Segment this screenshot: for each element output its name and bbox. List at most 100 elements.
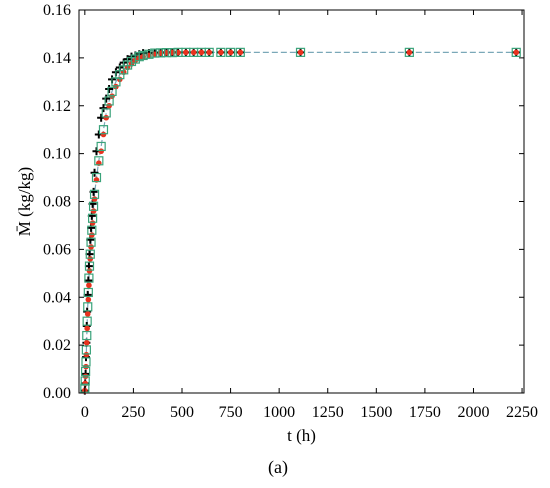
data-point-square <box>150 48 160 58</box>
data-point-dot <box>106 102 112 109</box>
data-point-dot <box>83 339 90 346</box>
y-tick-label: 0.12 <box>43 98 71 115</box>
data-point-plus <box>102 94 111 103</box>
y-tick-label: 0.04 <box>43 289 71 306</box>
data-point-plus <box>90 168 99 177</box>
series-square <box>80 47 521 393</box>
data-point-dot <box>91 196 98 202</box>
data-point-square <box>156 48 166 58</box>
y-tick-label: 0.16 <box>43 2 71 19</box>
data-point-square <box>81 366 91 377</box>
data-point-plus <box>99 104 108 113</box>
data-point-dot <box>113 83 119 90</box>
data-point-square <box>107 86 117 96</box>
x-tick-label: 500 <box>170 404 194 421</box>
x-tick-label: 1250 <box>312 404 344 421</box>
y-tick-label: 0.10 <box>43 146 71 163</box>
data-point-dot <box>100 131 107 138</box>
data-point-square <box>81 357 91 367</box>
data-point-dot <box>86 268 93 274</box>
data-point-square <box>87 225 97 235</box>
data-point-square <box>94 156 104 166</box>
data-point-square <box>81 345 91 355</box>
x-tick-label: 250 <box>121 404 145 421</box>
data-point-square <box>89 189 100 199</box>
data-point-square <box>138 50 148 61</box>
data-point-square <box>83 302 93 312</box>
data-point-square <box>235 47 245 57</box>
data-point-square <box>80 376 90 386</box>
data-point-dot <box>198 49 205 56</box>
x-tick-label: 1000 <box>263 404 295 421</box>
data-point-square <box>96 141 106 152</box>
data-point-dot <box>86 282 92 289</box>
fit-curve <box>84 51 517 389</box>
data-point-dot <box>406 49 413 56</box>
data-point-square <box>161 48 172 58</box>
data-point-dot <box>90 208 97 214</box>
y-tick-label: 0.14 <box>43 50 71 67</box>
data-point-square <box>144 49 154 59</box>
data-point-square <box>204 47 214 57</box>
data-point-square <box>225 47 236 57</box>
data-point-square <box>216 47 226 57</box>
data-point-square <box>511 47 521 57</box>
data-point-square <box>404 47 414 57</box>
data-point-dot <box>183 49 189 56</box>
data-point-dot <box>206 49 212 56</box>
data-point-dot <box>83 363 89 370</box>
x-tick-label: 2000 <box>457 404 489 421</box>
x-tick-label: 1750 <box>409 404 441 421</box>
data-point-dot <box>218 49 224 56</box>
series-plus <box>80 48 521 395</box>
data-point-dot <box>85 296 92 303</box>
y-tick-label: 0.06 <box>43 241 71 258</box>
y-tick-label: 0.00 <box>43 385 71 402</box>
data-point-square <box>82 316 92 326</box>
y-tick-label: 0.08 <box>43 194 71 211</box>
data-point-square <box>295 47 306 57</box>
x-tick-label: 750 <box>219 404 243 421</box>
x-tick-label: 2250 <box>506 404 538 421</box>
data-point-dot <box>227 49 234 56</box>
data-point-dot <box>89 232 95 238</box>
data-point-square <box>88 201 99 211</box>
data-point-square <box>82 330 92 341</box>
axis-ticks-layer: 0 250 500 750 1000 1250 1500 1750 2000 2250 0.00 0.… <box>43 2 538 421</box>
data-point-dot <box>297 49 304 56</box>
y-tick-label: 0.02 <box>43 337 71 354</box>
data-marks-layer <box>80 47 521 395</box>
fit-curve-layer <box>84 51 517 389</box>
x-tick-label: 1500 <box>360 404 392 421</box>
data-point-square <box>86 237 96 247</box>
data-point-square <box>91 172 102 183</box>
x-axis-title: t (h) <box>287 426 316 445</box>
x-tick-label: 0 <box>81 404 89 421</box>
data-point-dot <box>103 114 110 121</box>
data-point-dot <box>82 373 89 380</box>
data-point-square <box>84 273 94 283</box>
data-point-square <box>167 48 177 58</box>
data-point-dot <box>87 256 94 262</box>
series-dot <box>82 49 520 394</box>
data-point-square <box>104 96 114 106</box>
plot-frame <box>78 9 525 394</box>
data-point-dot <box>190 49 197 56</box>
data-point-dot <box>109 93 115 99</box>
data-point-dot <box>84 325 90 332</box>
data-point-plus <box>105 84 114 93</box>
y-axis-title: M̄ (kg/kg) <box>15 167 34 236</box>
data-point-square <box>83 287 93 298</box>
data-point-dot <box>83 351 90 358</box>
data-point-dot <box>88 244 94 250</box>
data-point-dot <box>237 49 244 56</box>
data-point-dot <box>84 311 91 317</box>
data-point-dot <box>513 49 520 56</box>
data-point-square <box>98 125 109 135</box>
data-point-square <box>84 261 95 271</box>
data-point-square <box>88 213 98 223</box>
figure-caption: (a) <box>268 457 288 478</box>
data-point-square <box>85 249 95 259</box>
data-point-dot <box>89 220 96 226</box>
